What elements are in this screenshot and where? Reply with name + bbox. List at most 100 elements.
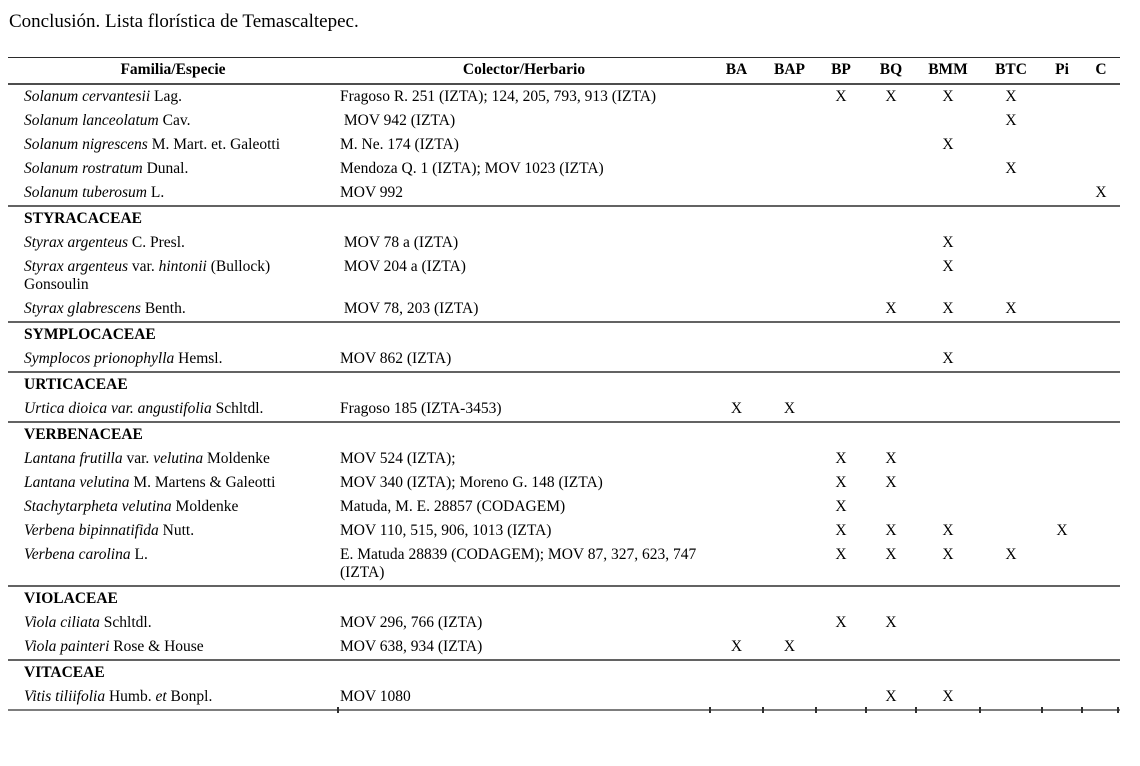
species-cell: Styrax glabrescens Benth.: [8, 297, 338, 322]
mark-cell: [866, 255, 916, 297]
mark-cell: [1082, 157, 1120, 181]
species-name-segment: Bonpl.: [166, 688, 213, 705]
header-btc: BTC: [980, 57, 1042, 85]
mark-cell: X: [885, 688, 897, 705]
species-name-segment: Solanum tuberosum: [24, 184, 147, 201]
family-name: VITACEAE: [8, 659, 1120, 685]
family-row: VERBENACEAE: [8, 421, 1120, 447]
mark-cell: [1042, 543, 1082, 586]
column-boundary-tick: [815, 707, 817, 713]
mark-cell: X: [1005, 112, 1017, 129]
species-row: Styrax glabrescens Benth. MOV 78, 203 (I…: [8, 297, 1120, 322]
mark-cell: [710, 685, 763, 710]
mark-cell: [1082, 133, 1120, 157]
collector-cell: MOV 78 a (IZTA): [340, 234, 459, 251]
mark-cell: [866, 635, 916, 660]
mark-cell: X: [730, 638, 743, 655]
species-cell: Viola painteri Rose & House: [8, 635, 338, 660]
column-boundary-tick: [915, 707, 917, 713]
mark-cell: [866, 347, 916, 372]
column-boundary-tick: [979, 707, 981, 713]
species-name-segment: Solanum lanceolatum: [24, 112, 159, 129]
column-boundary-tick: [865, 707, 867, 713]
mark-cell: X: [942, 88, 954, 105]
mark-cell: [916, 495, 980, 519]
mark-cell: X: [835, 522, 847, 539]
species-name-segment: Schltdl.: [211, 400, 264, 417]
mark-cell: [980, 635, 1042, 660]
mark-cell: [710, 157, 763, 181]
mark-cell: [763, 685, 816, 710]
species-cell: Solanum rostratum Dunal.: [8, 157, 338, 181]
family-row: VIOLACEAE: [8, 585, 1120, 611]
species-row: Verbena bipinnatifida Nutt. MOV 110, 515,…: [8, 519, 1120, 543]
mark-cell: X: [835, 546, 847, 563]
mark-cell: [1082, 347, 1120, 372]
mark-cell: [816, 347, 866, 372]
mark-cell: [1042, 397, 1082, 422]
mark-cell: [980, 347, 1042, 372]
mark-cell: [763, 611, 816, 635]
species-name-segment: Symplocos prionophylla: [24, 350, 175, 367]
mark-cell: [816, 255, 866, 297]
mark-cell: [1082, 109, 1120, 133]
collector-cell: Fragoso 185 (IZTA-3453): [340, 400, 502, 417]
species-row: Lantana frutilla var. velutina Moldenke M…: [8, 447, 1120, 471]
mark-cell: [763, 181, 816, 206]
family-row: SYMPLOCACEAE: [8, 321, 1120, 347]
collector-cell: Mendoza Q. 1 (IZTA); MOV 1023 (IZTA): [340, 160, 604, 177]
mark-cell: [763, 543, 816, 586]
mark-cell: X: [942, 258, 954, 275]
mark-cell: [1042, 447, 1082, 471]
species-name-segment: Stachytarpheta velutina: [24, 498, 172, 515]
species-cell: Solanum tuberosum L.: [8, 181, 338, 206]
collector-cell: MOV 296, 766 (IZTA): [340, 614, 483, 631]
mark-cell: [916, 181, 980, 206]
mark-cell: [980, 447, 1042, 471]
species-cell: Solanum cervantesii Lag.: [8, 84, 338, 109]
mark-cell: X: [1005, 546, 1017, 563]
collector-cell: MOV 942 (IZTA): [340, 112, 456, 129]
species-name-segment: C. Presl.: [128, 234, 185, 251]
floristic-table-wrap: Familia/Especie Colector/Herbario BA BAP BP B…: [8, 57, 1120, 717]
mark-cell: X: [835, 614, 847, 631]
collector-cell: MOV 204 a (IZTA): [340, 258, 466, 275]
mark-cell: [1042, 471, 1082, 495]
species-name-segment: M. Mart. et. Galeotti: [147, 136, 280, 153]
collector-cell: MOV 340 (IZTA); Moreno G. 148 (IZTA): [340, 474, 603, 491]
species-name-segment: Hemsl.: [174, 350, 223, 367]
mark-cell: [1042, 109, 1082, 133]
mark-cell: [710, 255, 763, 297]
mark-cell: [710, 109, 763, 133]
mark-cell: X: [885, 474, 897, 491]
mark-cell: X: [835, 88, 847, 105]
mark-cell: [866, 157, 916, 181]
mark-cell: [1042, 611, 1082, 635]
species-cell: Verbena carolina L.: [8, 543, 338, 586]
mark-cell: [816, 297, 866, 322]
family-name: VIOLACEAE: [8, 585, 1120, 611]
mark-cell: [1082, 447, 1120, 471]
mark-cell: [866, 397, 916, 422]
floristic-table: Familia/Especie Colector/Herbario BA BAP BP B…: [8, 57, 1120, 711]
mark-cell: X: [885, 614, 897, 631]
species-cell: Stachytarpheta velutina Moldenke: [8, 495, 338, 519]
species-row: Symplocos prionophylla Hemsl. MOV 862 (IZ…: [8, 347, 1120, 372]
mark-cell: [710, 611, 763, 635]
mark-cell: [763, 495, 816, 519]
species-name-segment: Solanum nigrescens: [24, 136, 148, 153]
mark-cell: X: [942, 688, 954, 705]
header-bap: BAP: [763, 57, 816, 85]
family-row: URTICACEAE: [8, 371, 1120, 397]
species-cell: Styrax argenteus var. hintonii (Bullock)…: [8, 255, 338, 297]
header-bp: BP: [816, 57, 866, 85]
species-name-segment: Nutt.: [158, 522, 195, 539]
species-row: Solanum rostratum Dunal. Mendoza Q. 1 (IZ…: [8, 157, 1120, 181]
mark-cell: [1082, 611, 1120, 635]
mark-cell: [763, 255, 816, 297]
mark-cell: [816, 685, 866, 710]
mark-cell: [763, 231, 816, 255]
mark-cell: X: [783, 638, 796, 655]
mark-cell: X: [885, 546, 897, 563]
